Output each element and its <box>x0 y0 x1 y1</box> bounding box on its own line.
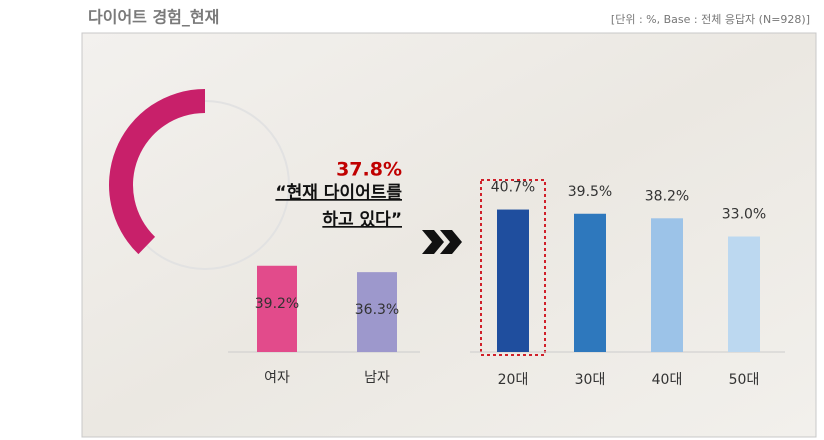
category-label: 50대 <box>729 372 760 388</box>
category-label: 30대 <box>575 372 606 388</box>
donut-arc <box>108 89 205 255</box>
title: 다이어트 경험_현재 <box>88 8 219 27</box>
category-label: 20대 <box>498 372 529 388</box>
value-label: 33.0% <box>722 207 766 223</box>
bar <box>257 265 297 352</box>
arrow-icon <box>422 230 462 254</box>
highlight-box <box>480 179 546 356</box>
category-label: 남자 <box>364 370 390 386</box>
caption: “현재 다이어트를 <box>275 183 402 203</box>
value-label: 36.3% <box>355 302 399 318</box>
value-label: 40.7% <box>491 180 535 196</box>
bar <box>728 236 760 352</box>
donut-value: 37.8% <box>336 159 402 181</box>
value-label: 38.2% <box>645 188 689 204</box>
value-label: 39.5% <box>568 184 612 200</box>
bar <box>497 209 529 352</box>
bar <box>651 218 683 352</box>
category-label: 40대 <box>652 372 683 388</box>
note: [단위 : %, Base : 전체 응답자 (N=928)] <box>611 13 810 26</box>
bar <box>357 272 397 352</box>
category-label: 여자 <box>264 370 290 386</box>
caption: 하고 있다” <box>322 210 402 230</box>
value-label: 39.2% <box>255 296 299 312</box>
bar <box>574 213 606 352</box>
